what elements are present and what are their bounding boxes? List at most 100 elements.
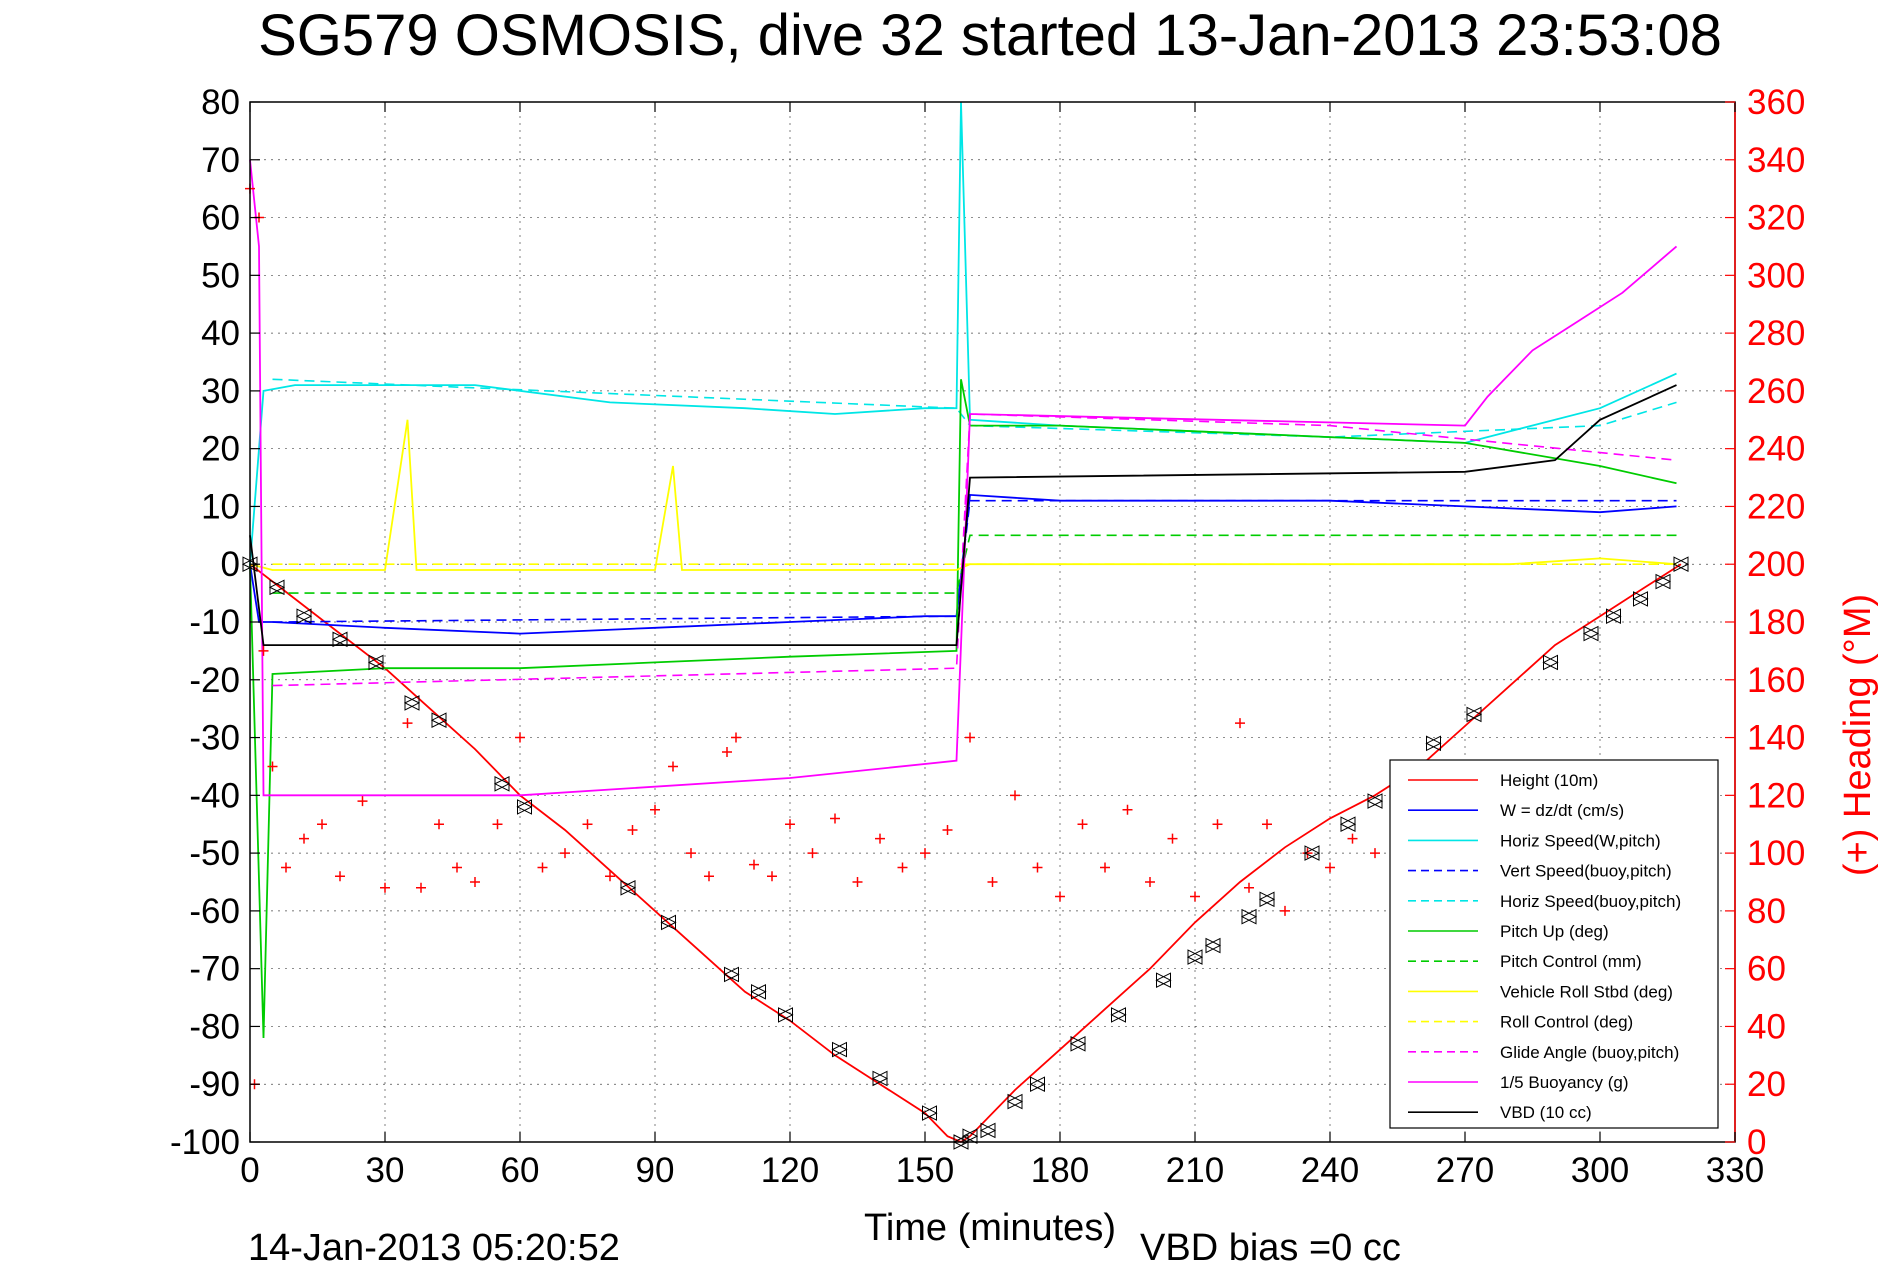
heading-point <box>965 732 975 743</box>
y-tick-label: 40 <box>201 314 240 353</box>
chart-title: SG579 OSMOSIS, dive 32 started 13-Jan-20… <box>258 3 1722 68</box>
heading-point <box>1262 819 1272 830</box>
heading-point <box>897 862 908 873</box>
y-tick-label: 30 <box>201 372 240 411</box>
series-layer <box>249 101 1682 1144</box>
height-marker <box>1542 654 1559 671</box>
heading-point <box>416 882 426 893</box>
heading-point <box>380 882 390 893</box>
heading-point <box>1167 833 1178 844</box>
height-marker <box>871 1070 889 1087</box>
heading-point <box>1212 819 1223 830</box>
height-marker <box>1069 1035 1087 1052</box>
height-marker <box>1155 972 1172 989</box>
height-marker <box>1632 591 1649 607</box>
height-marker <box>1582 625 1600 642</box>
height-marker <box>1672 556 1690 573</box>
height-marker <box>1029 1076 1046 1093</box>
height-marker <box>1605 608 1622 625</box>
heading-point <box>357 796 368 807</box>
height-marker <box>1654 573 1672 590</box>
legend-label: Glide Angle (buoy,pitch) <box>1500 1043 1679 1062</box>
legend-items: Height (10m) W = dz/dt (cm/s) Horiz Speed(… <box>1408 771 1681 1122</box>
height-marker <box>295 608 313 625</box>
heading-point <box>258 645 269 656</box>
heading-point <box>267 761 278 772</box>
height-marker <box>367 654 385 671</box>
heading-point <box>668 761 678 772</box>
height-marker <box>750 983 767 1000</box>
heading-point <box>875 833 885 844</box>
heading-point <box>317 819 327 830</box>
height-marker <box>1240 908 1258 925</box>
height-marker <box>921 1105 938 1121</box>
x-tick-label: 60 <box>501 1151 540 1190</box>
series-1-5-buoyancy-g <box>249 159 1678 797</box>
y-tick-label: -70 <box>189 950 240 989</box>
series-vbd-10-cc <box>249 384 1677 646</box>
y-tick-label: -50 <box>189 834 240 873</box>
heading-point <box>942 825 953 835</box>
heading-point <box>767 871 777 882</box>
legend-label: Vert Speed(buoy,pitch) <box>1500 862 1672 881</box>
series-vert-speed-buoy-pitch <box>272 499 1677 623</box>
y-right-tick-label: 200 <box>1747 545 1805 584</box>
legend-box <box>1389 759 1719 1129</box>
series-glide-angle-buoy-pitch <box>272 413 1677 687</box>
y-tick-label: -20 <box>189 661 240 700</box>
heading-point <box>749 859 759 870</box>
series-vehicle-roll-stbd-deg <box>249 419 1677 571</box>
heading-point <box>1190 891 1200 902</box>
x-axis-ticks: 0 30 60 90 120 150 180 210 240 270 300 330 <box>240 102 1764 1190</box>
y-tick-label: 50 <box>201 256 240 295</box>
heading-point <box>987 877 998 887</box>
height-marker-layer <box>241 556 1690 1150</box>
y-axis-ticks: -100-90-80-70-60-50-40-30-20-10010203040… <box>170 83 260 1162</box>
heading-point <box>852 877 863 887</box>
height-marker <box>268 579 286 596</box>
heading-point <box>605 871 615 882</box>
x-tick-label: 30 <box>366 1151 405 1190</box>
x-tick-label: 90 <box>636 1151 675 1190</box>
y-tick-label: 60 <box>201 199 240 238</box>
y-tick-label: 20 <box>201 430 240 469</box>
heading-point <box>1325 862 1335 873</box>
heading-point <box>515 732 525 743</box>
heading-point <box>1370 848 1380 859</box>
y-tick-label: -10 <box>189 603 240 642</box>
heading-point <box>1032 862 1043 873</box>
heading-point <box>627 825 638 835</box>
height-marker <box>1110 1007 1127 1023</box>
y-tick-label: -40 <box>189 776 240 815</box>
heading-point <box>1235 718 1245 729</box>
series-horiz-speed-buoy-pitch <box>272 378 1677 438</box>
heading-point <box>722 747 732 757</box>
heading-point <box>560 848 570 859</box>
heading-point <box>731 732 741 743</box>
height-marker <box>1258 891 1276 908</box>
y-right-tick-label: 220 <box>1747 487 1805 526</box>
heading-point <box>1055 891 1065 902</box>
y-right-tick-label: 20 <box>1747 1065 1786 1104</box>
heading-point <box>281 862 291 873</box>
height-marker <box>1465 706 1483 723</box>
heading-point <box>335 871 345 882</box>
y-right-tick-label: 80 <box>1747 892 1786 931</box>
x-axis-label: Time (minutes) <box>864 1207 1116 1249</box>
x-tick-label: 240 <box>1301 1151 1359 1190</box>
height-marker <box>1339 816 1357 833</box>
x-tick-label: 210 <box>1166 1151 1224 1190</box>
height-marker <box>1303 845 1321 861</box>
height-marker <box>516 799 533 815</box>
x-tick-label: 120 <box>761 1151 819 1190</box>
heading-point <box>299 833 309 844</box>
height-marker <box>979 1122 997 1139</box>
y-right-tick-label: 100 <box>1747 834 1805 873</box>
y-tick-label: 80 <box>201 83 240 122</box>
heading-point <box>537 862 548 873</box>
legend-label: 1/5 Buoyancy (g) <box>1500 1073 1629 1092</box>
y-tick-label: 0 <box>221 545 240 584</box>
y-right-tick-label: 120 <box>1747 776 1805 815</box>
height-marker <box>331 631 349 648</box>
